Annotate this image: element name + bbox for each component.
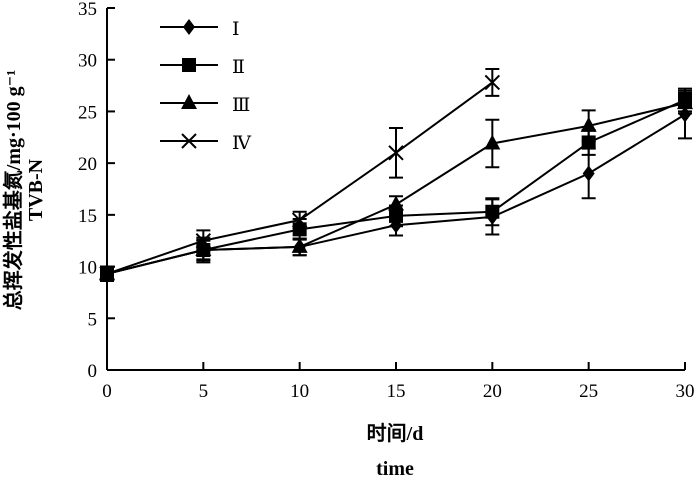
y-axis-label: 总挥发性盐基氮/mg·100 g⁻¹ xyxy=(1,70,25,310)
series-line xyxy=(106,99,686,275)
legend-item-3: Ⅲ xyxy=(160,94,250,116)
y-tick-label: 20 xyxy=(78,154,97,175)
legend-item-2: Ⅱ xyxy=(160,57,245,78)
data-point-x xyxy=(291,212,308,228)
legend-label: Ⅱ xyxy=(232,57,245,78)
series-2 xyxy=(100,87,692,283)
x-tick-label: 20 xyxy=(483,381,502,402)
legend: Ⅰ Ⅱ Ⅲ Ⅳ xyxy=(160,19,252,154)
data-point-square xyxy=(485,204,500,219)
x-tick-label: 15 xyxy=(387,381,406,402)
x-tick-label: 10 xyxy=(290,381,309,402)
data-point-square xyxy=(581,135,596,150)
y-axis-label-en: TVB-N xyxy=(25,158,47,221)
data-point-x xyxy=(195,233,212,249)
data-point-triangle xyxy=(580,116,597,132)
data-point-square xyxy=(292,222,307,237)
legend-item-1: Ⅰ xyxy=(160,19,240,40)
legend-marker-diamond xyxy=(183,19,195,35)
legend-label: Ⅳ xyxy=(232,133,252,154)
x-tick-label: 5 xyxy=(199,381,209,402)
y-tick-label: 10 xyxy=(78,258,97,279)
x-tick-label: 0 xyxy=(102,381,112,402)
data-point-x xyxy=(388,145,404,161)
legend-item-4: Ⅳ xyxy=(160,133,252,154)
x-axis-label: 时间/d xyxy=(367,422,424,445)
y-tick-label: 30 xyxy=(78,51,97,72)
y-tick-label: 0 xyxy=(88,361,98,382)
y-tick-label: 5 xyxy=(88,309,98,330)
data-point-triangle xyxy=(291,237,308,253)
legend-marker-square xyxy=(182,58,196,72)
data-point-x xyxy=(99,266,115,282)
legend-label: Ⅲ xyxy=(232,95,250,116)
legend-label: Ⅰ xyxy=(232,19,240,40)
series-4 xyxy=(99,68,501,283)
data-point-triangle xyxy=(677,94,693,110)
data-point-triangle xyxy=(484,134,501,150)
series-3 xyxy=(99,91,693,283)
y-tick-label: 15 xyxy=(78,206,97,227)
axes: 0 5 10 15 20 25 30 0 5 10 15 20 25 30 35 xyxy=(78,0,695,402)
data-point-triangle xyxy=(388,195,404,211)
legend-marker-x xyxy=(181,133,197,149)
legend-marker-triangle xyxy=(181,94,197,109)
data-point-x xyxy=(484,74,501,91)
series-group xyxy=(99,68,693,283)
x-axis-label-en: time xyxy=(376,458,414,480)
x-tick-label: 30 xyxy=(676,381,695,402)
data-point-diamond xyxy=(582,165,595,182)
x-tick-label: 25 xyxy=(579,381,598,402)
y-tick-label: 35 xyxy=(78,0,97,20)
y-tick-label: 25 xyxy=(78,102,97,123)
